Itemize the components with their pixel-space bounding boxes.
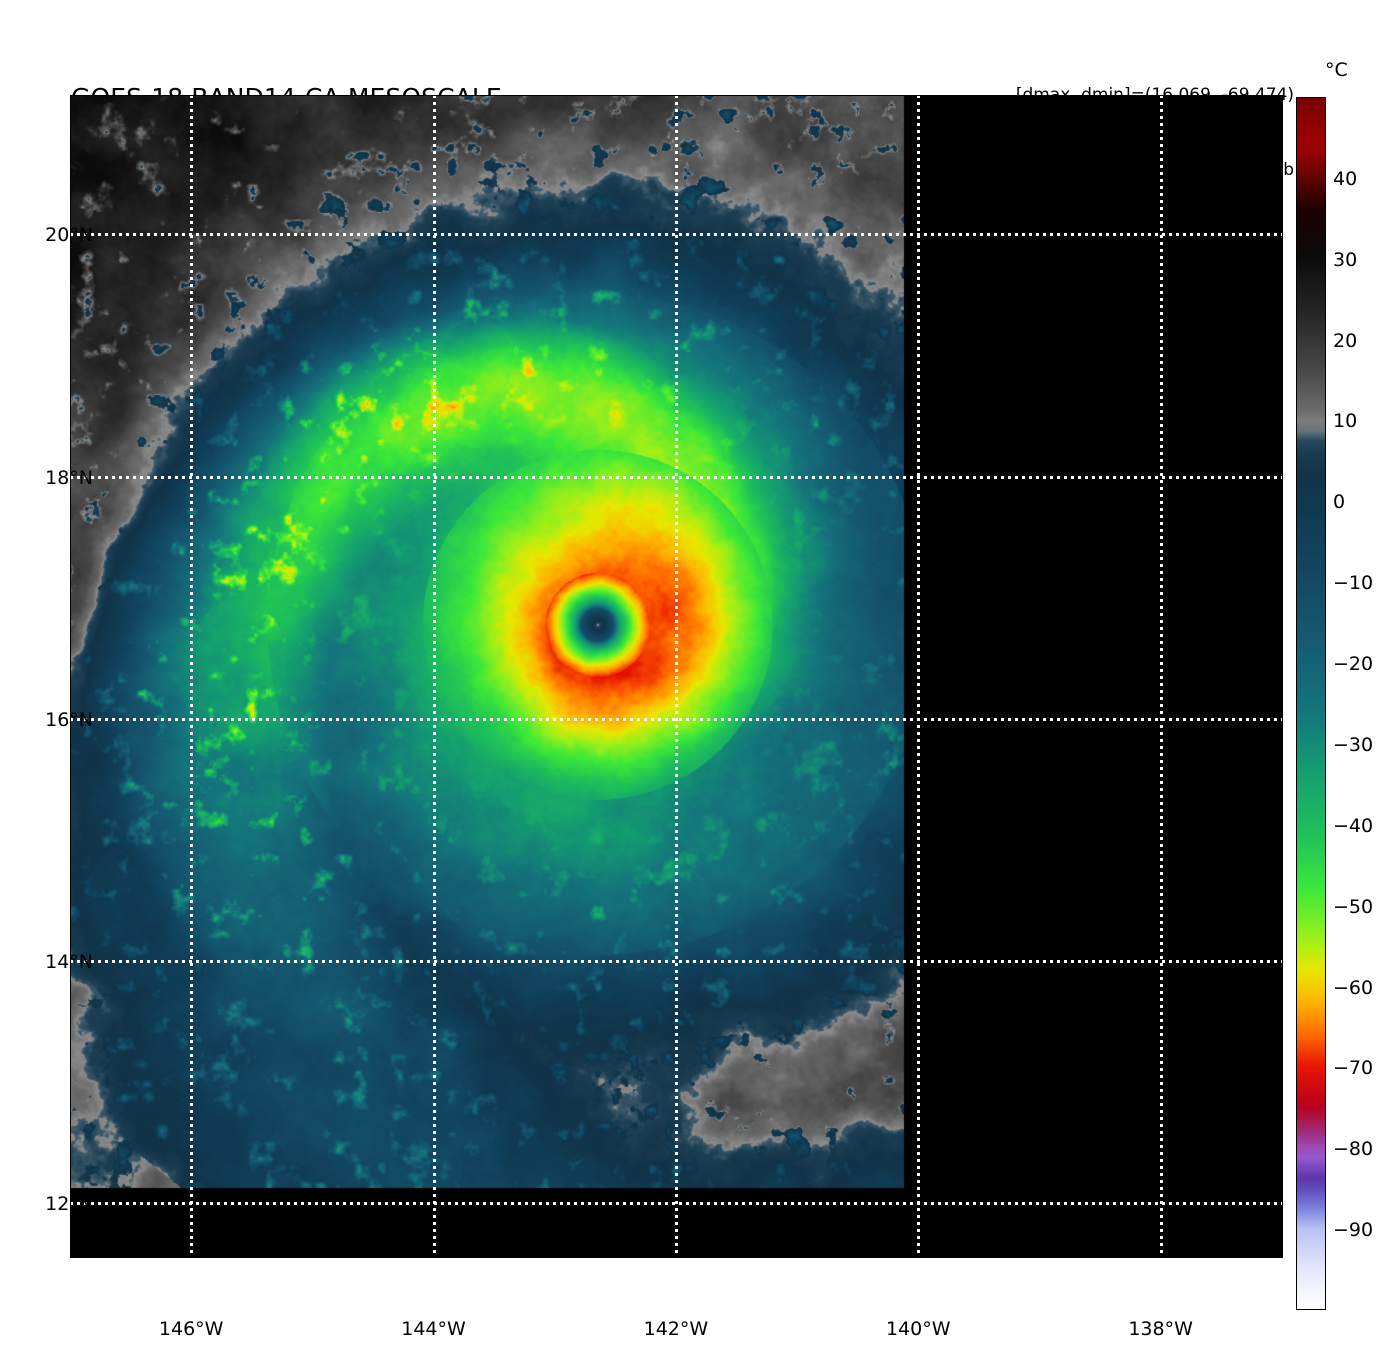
- gridline-lat-16: [70, 717, 1283, 721]
- lat-tick-label-18: 18°N: [45, 466, 93, 489]
- colorbar-tick-neg50: −50: [1333, 895, 1374, 918]
- colorbar-tick-neg20: −20: [1333, 653, 1374, 676]
- gridline-lon-138: [1159, 95, 1163, 1258]
- colorbar-tick-neg30: −30: [1333, 733, 1374, 756]
- colorbar-tick-10: 10: [1333, 410, 1358, 433]
- colorbar-tick-20: 20: [1333, 329, 1358, 352]
- lon-tick-label-146: 146°W: [158, 1318, 224, 1340]
- colorbar-tick-40: 40: [1333, 167, 1358, 190]
- lat-tick-label-12: 12°N: [45, 1193, 93, 1216]
- lat-tick-label-16: 16°N: [45, 708, 93, 731]
- colorbar-tick-neg90: −90: [1333, 1219, 1374, 1242]
- lon-tick-label-140: 140°W: [885, 1318, 951, 1340]
- lon-tick-label-142: 142°W: [643, 1318, 709, 1340]
- colorbar-tick-neg60: −60: [1333, 976, 1374, 999]
- colorbar-tick-neg70: −70: [1333, 1057, 1374, 1080]
- lat-tick-label-20: 20°N: [45, 224, 93, 247]
- gridline-lon-144: [432, 95, 436, 1258]
- lat-tick-label-14: 14°N: [45, 951, 93, 974]
- colorbar-tick-30: 30: [1333, 248, 1358, 271]
- gridline-lon-146: [190, 95, 194, 1258]
- gridline-lat-14: [70, 960, 1283, 964]
- colorbar-tick-neg40: −40: [1333, 814, 1374, 837]
- lon-tick-label-138: 138°W: [1128, 1318, 1193, 1340]
- gridline-lon-142: [674, 95, 678, 1258]
- colorbar-tick-neg10: −10: [1333, 572, 1374, 595]
- gridline-lat-20: [70, 233, 1283, 237]
- satellite-image-plot[interactable]: Copyright © 2020-2025 Dapiya: [70, 95, 1283, 1258]
- colorbar-tick-neg80: −80: [1333, 1138, 1374, 1161]
- colorbar-gradient: [1297, 98, 1325, 1309]
- colorbar[interactable]: [1296, 97, 1326, 1310]
- gridline-lat-12: [70, 1202, 1283, 1206]
- lon-tick-label-144: 144°W: [401, 1318, 466, 1340]
- colorbar-tick-0: 0: [1333, 491, 1346, 514]
- colorbar-unit-label: °C: [1325, 59, 1348, 81]
- gridline-lat-18: [70, 475, 1283, 479]
- gridline-lon-140: [917, 95, 921, 1258]
